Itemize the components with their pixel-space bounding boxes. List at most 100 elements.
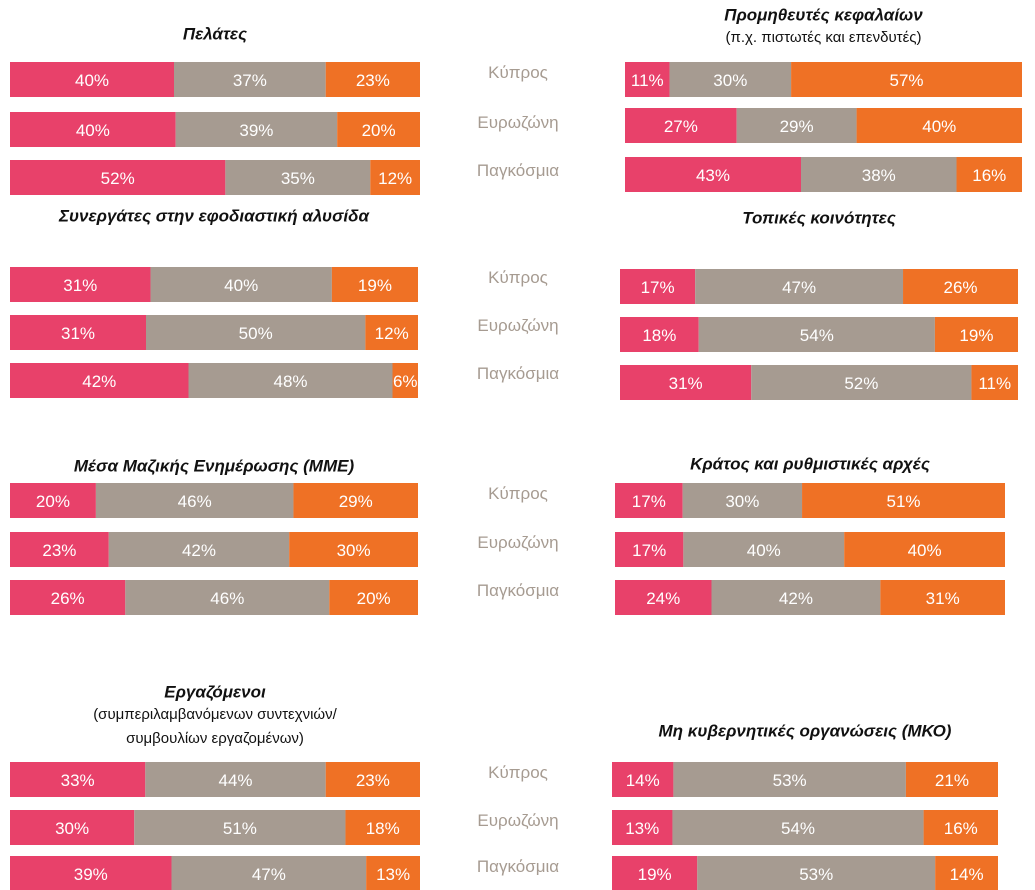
bar-segment [10,267,151,302]
value-label: 19% [358,276,392,295]
bar-segment [392,363,418,398]
bar-segment [95,483,294,518]
value-label: 51% [887,492,921,511]
bar-segment [669,62,792,97]
bar-segment [10,62,174,97]
value-label: 53% [773,771,807,790]
bar-segment [802,483,1005,518]
chart-title: Μη κυβερνητικές οργανώσεις (ΜΚΟ) [659,721,952,740]
value-label: 53% [799,865,833,884]
value-label: 39% [74,865,108,884]
bar-segment [289,532,418,567]
value-label: 26% [943,278,977,297]
bar-segment [612,856,698,890]
value-label: 40% [922,117,956,136]
value-label: 31% [669,374,703,393]
bar-segment [682,483,803,518]
category-label: Κύπρος [488,268,548,287]
value-label: 23% [356,771,390,790]
category-label: Παγκόσμια [477,161,559,180]
value-label: 21% [935,771,969,790]
bar-segment [923,810,998,845]
value-label: 23% [42,541,76,560]
value-label: 52% [844,374,878,393]
value-label: 54% [800,326,834,345]
bar-segment [697,856,936,890]
bar-segment [683,532,845,567]
value-label: 33% [61,771,95,790]
bar-segment [329,580,418,615]
value-label: 14% [950,865,984,884]
value-label: 38% [862,166,896,185]
bar-segment [905,762,998,797]
value-label: 17% [641,278,675,297]
bar-segment [145,762,326,797]
value-label: 20% [357,589,391,608]
chart-title: Κράτος και ρυθμιστικές αρχές [690,454,930,473]
value-label: 19% [959,326,993,345]
bar-segment [698,317,935,352]
value-label: 6% [393,372,418,391]
value-label: 43% [696,166,730,185]
bar-segment [620,269,696,304]
value-label: 30% [337,541,371,560]
value-label: 17% [632,541,666,560]
value-label: 40% [224,276,258,295]
value-label: 50% [239,324,273,343]
value-label: 16% [944,819,978,838]
value-label: 46% [178,492,212,511]
category-label: Ευρωζώνη [477,113,558,132]
bar-segment [625,108,737,143]
value-label: 13% [625,819,659,838]
bar-segment [293,483,418,518]
chart-subtitle: συμβουλίων εργαζομένων) [126,730,304,747]
value-label: 13% [376,865,410,884]
category-label: Ευρωζώνη [477,533,558,552]
bar-segment [370,160,420,195]
bar-segment [711,580,881,615]
value-label: 40% [747,541,781,560]
value-label: 23% [356,71,390,90]
bar-segment [625,157,801,192]
value-label: 29% [339,492,373,511]
value-label: 42% [779,589,813,608]
value-label: 57% [890,71,924,90]
bar-segment [225,160,371,195]
bar-segment [366,856,420,890]
value-label: 31% [63,276,97,295]
value-label: 31% [926,589,960,608]
bar-segment [171,856,367,890]
bar-segment [125,580,330,615]
value-label: 14% [626,771,660,790]
bar-segment [10,580,126,615]
bar-segment [325,62,420,97]
category-label: Ευρωζώνη [477,811,558,830]
bar-segment [615,580,712,615]
category-label: Παγκόσμια [477,857,559,876]
bar-segment [150,267,332,302]
bar-segment [844,532,1005,567]
bar-segment [188,363,393,398]
bar-segment [345,810,420,845]
bar-segment [751,365,972,400]
category-label: Παγκόσμια [477,364,559,383]
bar-segment [10,483,96,518]
bar-segment [615,483,683,518]
bar-segment [134,810,346,845]
category-label: Κύπρος [488,484,548,503]
value-label: 11% [978,374,1011,393]
value-label: 52% [101,169,135,188]
value-label: 29% [780,117,814,136]
category-label: Ευρωζώνη [477,316,558,335]
value-label: 18% [642,326,676,345]
bar-segment [800,157,957,192]
value-label: 17% [632,492,666,511]
chart-subtitle: (π.χ. πιστωτές και επενδυτές) [726,29,922,46]
bar-segment [10,532,109,567]
bar-segment [331,267,418,302]
bar-segment [612,762,674,797]
chart-title: Μέσα Μαζικής Ενημέρωσης (ΜΜΕ) [74,456,355,475]
value-label: 19% [638,865,672,884]
bar-segment [695,269,904,304]
